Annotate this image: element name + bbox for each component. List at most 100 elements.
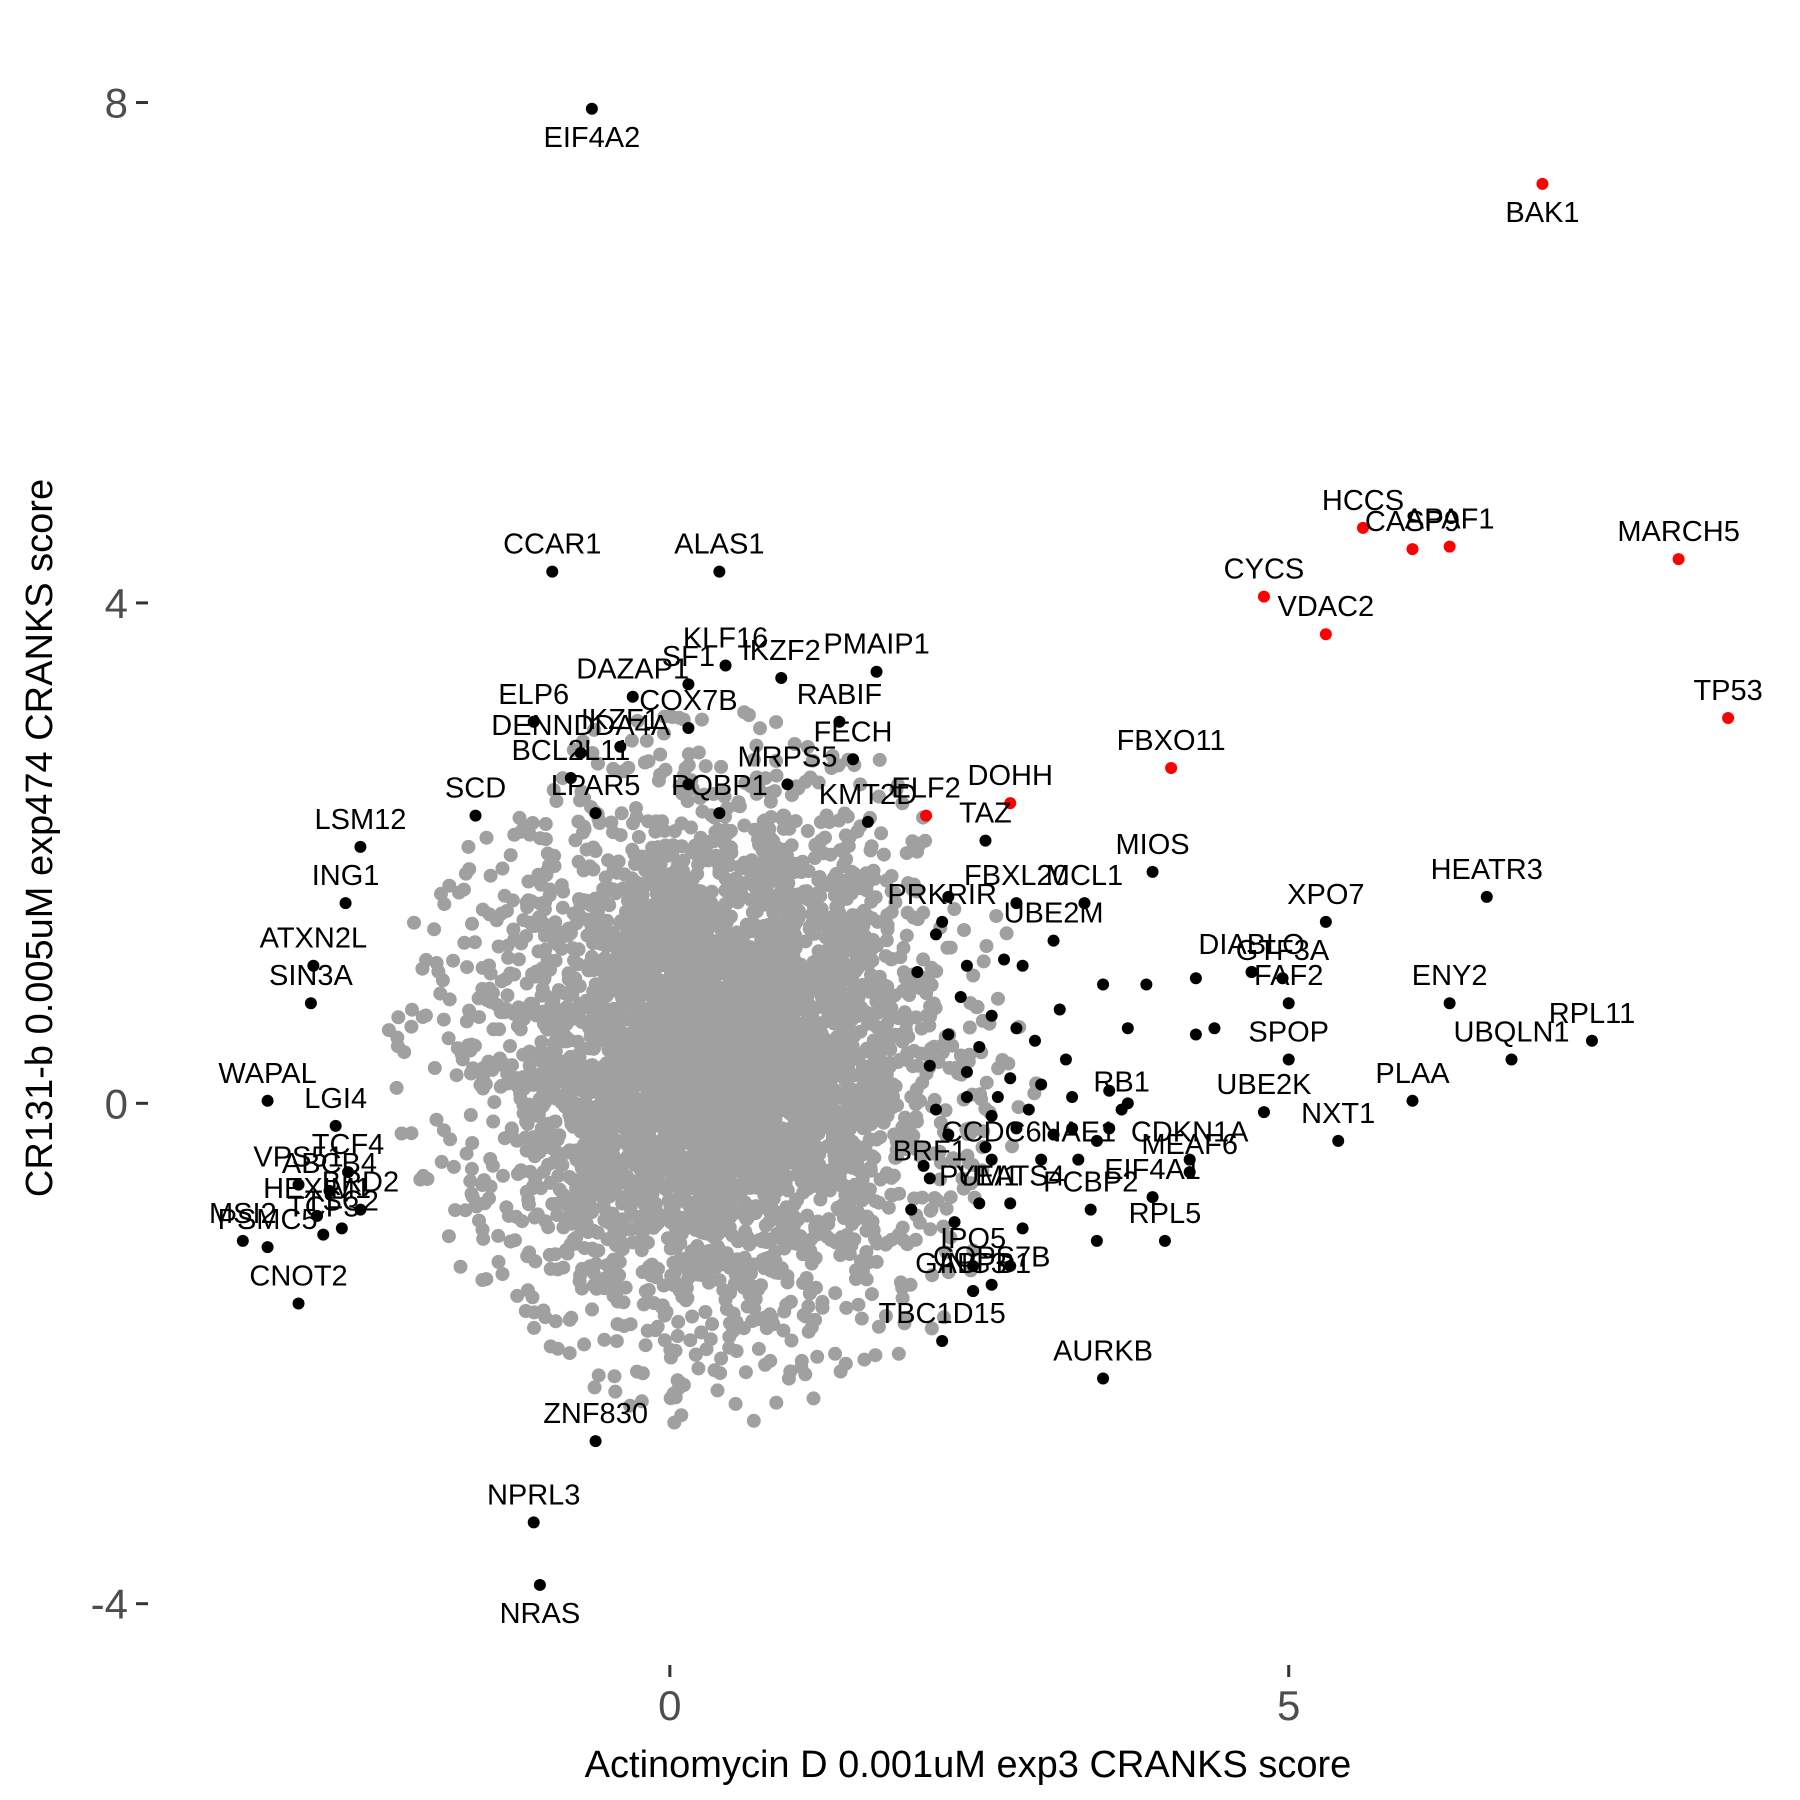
bulk-point [565,941,580,956]
point-label-prkrir: PRKRIR [887,879,997,911]
data-point [1016,1222,1029,1235]
bulk-point [791,781,806,796]
bulk-point [500,988,515,1003]
data-point [1022,1103,1035,1116]
point-label-cops7b: COPS7B [933,1242,1051,1274]
bulk-point [517,820,531,835]
data-point-cdkn1a [1183,1153,1196,1166]
bulk-point [645,1058,659,1073]
bulk-point [617,987,632,1002]
bulk-point [633,989,648,1004]
bulk-point [729,1126,743,1141]
bulk-point [624,883,639,898]
point-label-brd2: BRD2 [322,1167,399,1199]
bulk-point [511,952,526,967]
data-point-gabpb1 [967,1284,980,1297]
bulk-point [903,1277,918,1292]
bulk-point [728,1396,743,1411]
bulk-point [741,1167,756,1182]
data-point-brf1 [923,1172,936,1185]
bulk-point [818,1107,833,1122]
bulk-point [574,1117,589,1132]
bulk-point [777,1304,792,1319]
point-label-ccdc6: CCDC6 [942,1117,1042,1149]
bulk-point [831,1160,846,1175]
bulk-point [685,1309,700,1324]
bulk-point [769,715,784,730]
bulk-point [717,1196,732,1211]
bulk-point [807,1101,822,1116]
bulk-point [838,1139,853,1153]
bulk-point [777,1036,792,1051]
bulk-point [860,1209,875,1224]
bulk-point [708,1260,723,1275]
bulk-point [630,714,645,728]
labeled-points [236,102,1598,1591]
bulk-point [757,1106,772,1121]
bulk-point [865,1149,879,1164]
bulk-point [572,1046,586,1061]
bulk-point [1011,1100,1026,1115]
bulk-point [704,1274,718,1288]
bulk-point [748,1042,763,1056]
bulk-point [759,1235,774,1250]
bulk-point [936,1219,951,1234]
bulk-point [698,759,713,774]
bulk-point [722,1220,737,1235]
point-label-alas1: ALAS1 [674,529,764,561]
bulk-point [898,1110,912,1125]
bulk-point [657,1003,672,1017]
bulk-point [831,1202,846,1217]
data-point [1028,1034,1041,1047]
bulk-point [582,1086,597,1101]
bulk-point [923,1203,938,1218]
bulk-point [504,1123,519,1138]
bulk-point [736,978,751,993]
bulk-point [571,854,586,869]
bulk-point [855,1079,870,1094]
bulk-point [758,1196,773,1211]
point-label-nae1: NAE1 [1040,1117,1116,1149]
bulk-point [830,1065,845,1080]
data-point-dazap1 [626,690,639,703]
bulk-point [529,1008,544,1023]
bulk-point [681,758,696,773]
bulk-point [844,864,859,879]
point-label-bcl2l11: BCL2L11 [511,735,630,767]
bulk-point [595,1133,610,1148]
bulk-point [871,1319,886,1334]
bulk-point [872,752,887,767]
bulk-point [717,1059,732,1074]
bulk-point [391,1010,406,1025]
bulk-point [687,884,702,899]
y-axis-title: CR131-b 0.005uM exp474 CRANKS score [19,479,61,1197]
bulk-point [528,1254,543,1269]
bulk-point [713,1366,728,1381]
bulk-point [496,1168,510,1183]
bulk-point [864,1100,879,1115]
bulk-point [853,777,868,792]
data-point-tcf4 [342,1166,355,1179]
data-point-cnot2 [292,1297,305,1310]
bulk-point [851,1297,866,1312]
bulk-point [706,1011,721,1026]
bulk-point [482,907,497,922]
bulk-point [624,733,639,748]
bulk-point [618,1280,633,1295]
bulk-point [852,921,867,936]
bulk-point [895,1220,910,1235]
bulk-point [606,761,621,776]
data-point-sin3a [304,997,317,1010]
bulk-point [899,928,914,943]
point-label-vps51: VPS51 [253,1142,343,1174]
bulk-point [483,868,498,883]
data-point-ing1 [339,897,352,910]
bulk-point [753,977,768,992]
bulk-point [656,1050,671,1065]
bulk-point [637,1006,652,1021]
bulk-point [999,926,1014,941]
bulk-point [923,1222,938,1237]
bulk-point [587,722,602,737]
bulk-point [979,1075,994,1090]
bulk-point [800,1076,815,1091]
